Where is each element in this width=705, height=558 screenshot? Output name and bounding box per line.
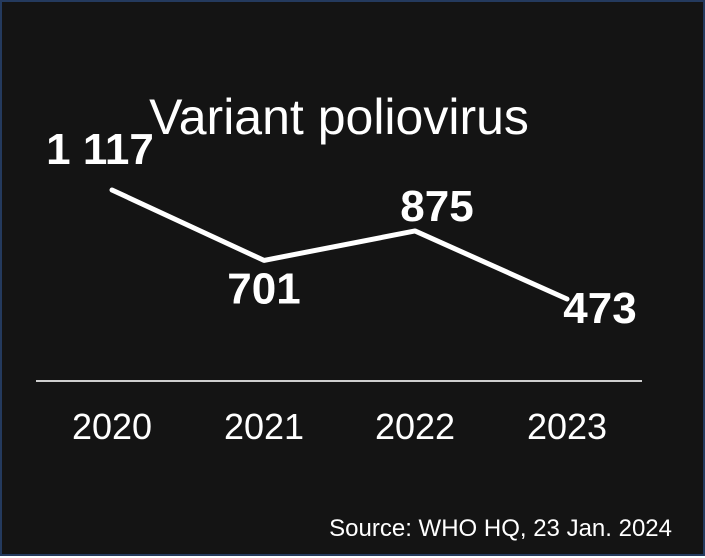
data-label-2022: 875 [400, 182, 473, 231]
chart-title: Variant poliovirus [149, 89, 529, 145]
x-tick-label-2022: 2022 [375, 406, 455, 447]
x-tick-labels: 2020 2021 2022 2023 [72, 406, 607, 447]
data-label-2023: 473 [563, 284, 636, 333]
data-label-2021: 701 [227, 264, 300, 313]
x-tick-label-2023: 2023 [527, 406, 607, 447]
value-labels: 1 117 701 875 473 [46, 125, 637, 333]
x-tick-label-2021: 2021 [224, 406, 304, 447]
series-line [109, 187, 570, 302]
source-note: Source: WHO HQ, 23 Jan. 2024 [329, 515, 672, 542]
x-tick-label-2020: 2020 [72, 406, 152, 447]
data-label-2020: 1 117 [46, 125, 154, 174]
